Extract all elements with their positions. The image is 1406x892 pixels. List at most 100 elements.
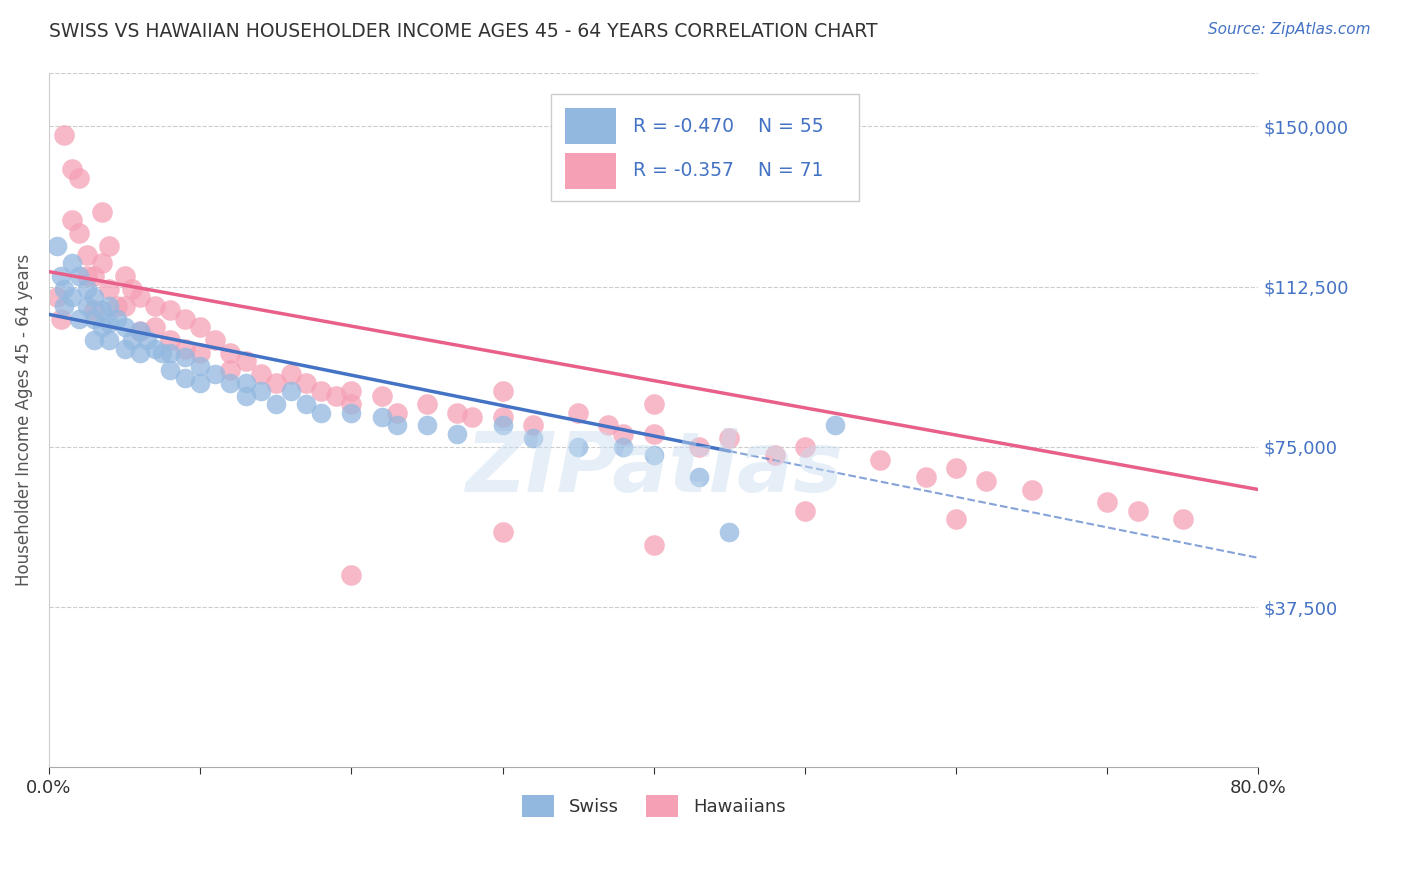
Text: ZIPatlas: ZIPatlas bbox=[465, 428, 842, 509]
Point bbox=[90, 303, 112, 318]
Point bbox=[67, 226, 90, 240]
Point bbox=[114, 268, 136, 283]
Point bbox=[598, 418, 620, 433]
Point bbox=[235, 354, 257, 368]
Point bbox=[688, 440, 710, 454]
Point bbox=[76, 282, 98, 296]
Point bbox=[446, 427, 468, 442]
Point bbox=[174, 342, 197, 356]
Point bbox=[945, 461, 967, 475]
Point bbox=[370, 409, 392, 424]
Point bbox=[1021, 483, 1043, 497]
Point bbox=[67, 311, 90, 326]
Text: R = -0.357    N = 71: R = -0.357 N = 71 bbox=[633, 161, 824, 180]
Point bbox=[491, 384, 513, 399]
Point bbox=[98, 316, 121, 330]
Point bbox=[114, 320, 136, 334]
Point bbox=[136, 333, 159, 347]
Point bbox=[174, 311, 197, 326]
Point bbox=[188, 346, 211, 360]
Point bbox=[718, 525, 741, 540]
Point bbox=[90, 320, 112, 334]
Point bbox=[219, 376, 242, 390]
Point bbox=[1171, 512, 1194, 526]
Point bbox=[491, 418, 513, 433]
Point bbox=[370, 388, 392, 402]
FancyBboxPatch shape bbox=[565, 109, 616, 145]
Point bbox=[114, 299, 136, 313]
Point bbox=[60, 290, 83, 304]
Point bbox=[264, 376, 287, 390]
Point bbox=[309, 406, 332, 420]
Point bbox=[60, 213, 83, 227]
Point bbox=[416, 397, 439, 411]
Point bbox=[914, 469, 936, 483]
Text: R = -0.470    N = 55: R = -0.470 N = 55 bbox=[633, 117, 824, 136]
Point bbox=[174, 371, 197, 385]
Point bbox=[60, 162, 83, 177]
Point bbox=[264, 397, 287, 411]
Point bbox=[522, 431, 544, 445]
Point bbox=[128, 346, 150, 360]
Point bbox=[567, 440, 589, 454]
Point bbox=[204, 333, 226, 347]
Point bbox=[340, 568, 363, 582]
Legend: Swiss, Hawaiians: Swiss, Hawaiians bbox=[515, 788, 793, 824]
Point bbox=[522, 418, 544, 433]
Point bbox=[159, 333, 181, 347]
Point bbox=[643, 538, 665, 552]
Point bbox=[128, 290, 150, 304]
Point bbox=[188, 320, 211, 334]
FancyBboxPatch shape bbox=[565, 153, 616, 189]
Point bbox=[295, 376, 318, 390]
Point bbox=[159, 303, 181, 318]
Point bbox=[219, 346, 242, 360]
Point bbox=[643, 449, 665, 463]
Point bbox=[491, 525, 513, 540]
Point bbox=[83, 268, 105, 283]
Point bbox=[1126, 504, 1149, 518]
Point bbox=[53, 282, 76, 296]
Point bbox=[98, 333, 121, 347]
Point bbox=[793, 440, 815, 454]
Point bbox=[340, 384, 363, 399]
Point bbox=[295, 397, 318, 411]
Point bbox=[114, 342, 136, 356]
Point bbox=[219, 363, 242, 377]
Point bbox=[976, 474, 998, 488]
Point bbox=[143, 299, 166, 313]
Point bbox=[150, 346, 173, 360]
Point bbox=[793, 504, 815, 518]
Point bbox=[385, 406, 408, 420]
Point bbox=[49, 268, 72, 283]
Point bbox=[128, 325, 150, 339]
Point bbox=[567, 406, 589, 420]
Point bbox=[309, 384, 332, 399]
Point bbox=[416, 418, 439, 433]
Point bbox=[143, 342, 166, 356]
Point bbox=[53, 128, 76, 142]
Point bbox=[1097, 495, 1119, 509]
Point bbox=[67, 268, 90, 283]
Point bbox=[76, 299, 98, 313]
Point bbox=[280, 384, 302, 399]
Text: SWISS VS HAWAIIAN HOUSEHOLDER INCOME AGES 45 - 64 YEARS CORRELATION CHART: SWISS VS HAWAIIAN HOUSEHOLDER INCOME AGE… bbox=[49, 22, 877, 41]
Point bbox=[249, 367, 271, 381]
Point bbox=[105, 311, 128, 326]
FancyBboxPatch shape bbox=[551, 94, 859, 202]
Point bbox=[446, 406, 468, 420]
Point bbox=[869, 452, 891, 467]
Point bbox=[249, 384, 271, 399]
Point bbox=[83, 290, 105, 304]
Point bbox=[128, 325, 150, 339]
Point bbox=[98, 299, 121, 313]
Point bbox=[49, 311, 72, 326]
Point bbox=[340, 406, 363, 420]
Point bbox=[385, 418, 408, 433]
Point bbox=[325, 388, 347, 402]
Point bbox=[83, 333, 105, 347]
Point bbox=[105, 299, 128, 313]
Point bbox=[53, 299, 76, 313]
Point bbox=[90, 204, 112, 219]
Point bbox=[235, 388, 257, 402]
